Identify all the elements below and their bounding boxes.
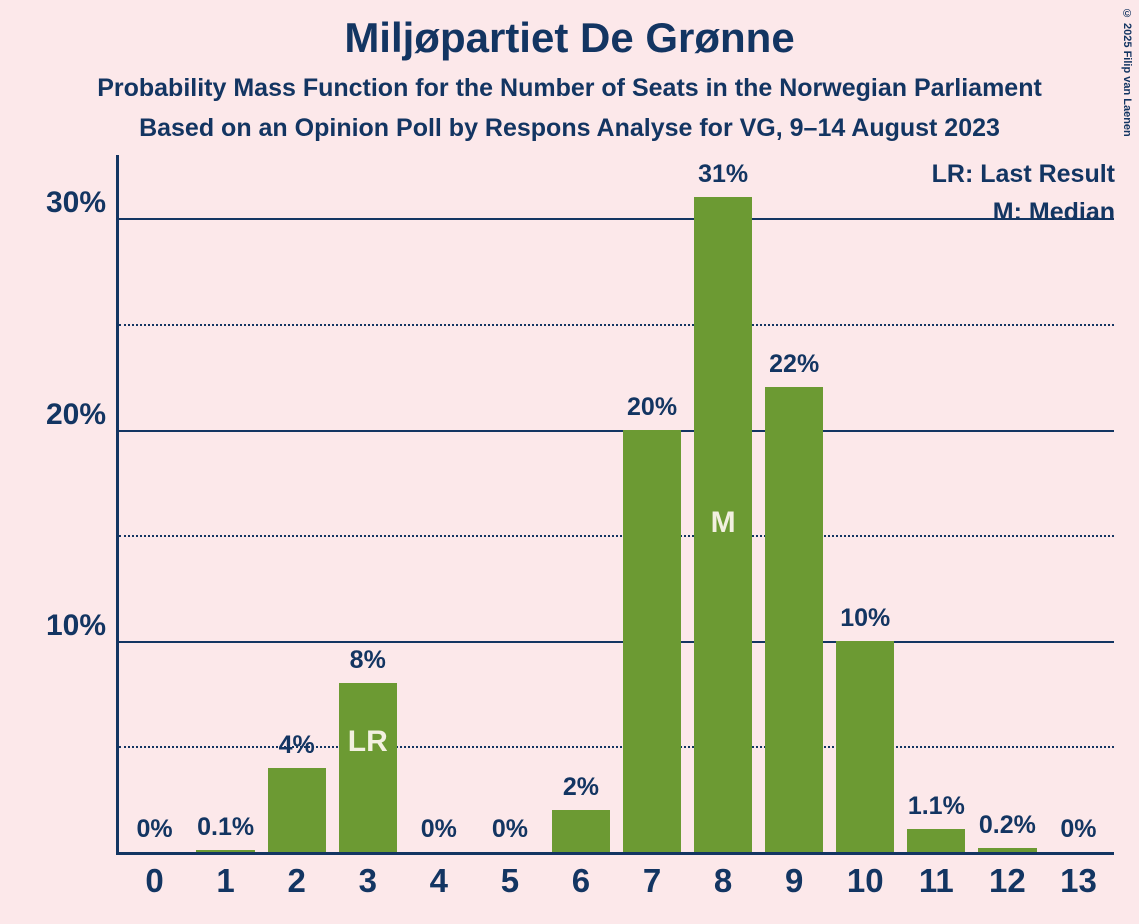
bar [196, 850, 254, 852]
plot-area: 10%20%30% 0%0.1%4%8%LR0%0%2%20%31%M22%10… [116, 155, 1114, 855]
bar [907, 829, 965, 852]
bar-value-label: 4% [279, 731, 315, 760]
bar [836, 641, 894, 852]
bar-value-label: 0% [421, 815, 457, 844]
x-axis-label: 3 [359, 862, 377, 900]
x-axis-label: 5 [501, 862, 519, 900]
x-axis-label: 2 [287, 862, 305, 900]
x-axis-label: 7 [643, 862, 661, 900]
x-axis-label: 10 [847, 862, 884, 900]
x-axis-label: 4 [430, 862, 448, 900]
bar [765, 387, 823, 852]
bar-value-label: 0.1% [197, 813, 254, 842]
chart-title: Miljøpartiet De Grønne [0, 14, 1139, 62]
bar [339, 683, 397, 852]
bar [552, 810, 610, 852]
lr-marker: LR [348, 725, 388, 759]
x-axis-label: 13 [1060, 862, 1097, 900]
x-axis-label: 9 [785, 862, 803, 900]
y-axis-label: 10% [46, 609, 106, 643]
bar-value-label: 2% [563, 773, 599, 802]
bar-value-label: 20% [627, 393, 677, 422]
bar-value-label: 10% [840, 604, 890, 633]
bar-value-label: 31% [698, 160, 748, 189]
x-axis [116, 852, 1114, 855]
bar-value-label: 0% [1060, 815, 1096, 844]
bar-value-label: 0% [492, 815, 528, 844]
copyright-text: © 2025 Filip van Laenen [1121, 8, 1133, 137]
y-axis-label: 20% [46, 398, 106, 432]
bar [268, 768, 326, 852]
x-axis-label: 1 [216, 862, 234, 900]
y-axis-label: 30% [46, 186, 106, 220]
bar [623, 430, 681, 852]
chart-subtitle-1: Probability Mass Function for the Number… [0, 74, 1139, 103]
bar [978, 848, 1036, 852]
bar-value-label: 0% [136, 815, 172, 844]
bar-value-label: 22% [769, 350, 819, 379]
x-axis-label: 12 [989, 862, 1026, 900]
x-axis-label: 0 [145, 862, 163, 900]
chart-subtitle-2: Based on an Opinion Poll by Respons Anal… [0, 114, 1139, 143]
bar-value-label: 8% [350, 646, 386, 675]
bars-container: 0% 0.1% 4% 8% LR 0% 0% 2% 20% 31% M 22% 10% 1.1% 0.2% 0… [119, 155, 1114, 852]
x-axis-label: 6 [572, 862, 590, 900]
x-axis-label: 8 [714, 862, 732, 900]
x-axis-label: 11 [919, 862, 954, 900]
bar-value-label: 0.2% [979, 811, 1036, 840]
median-marker: M [711, 506, 736, 540]
bar-value-label: 1.1% [908, 792, 965, 821]
